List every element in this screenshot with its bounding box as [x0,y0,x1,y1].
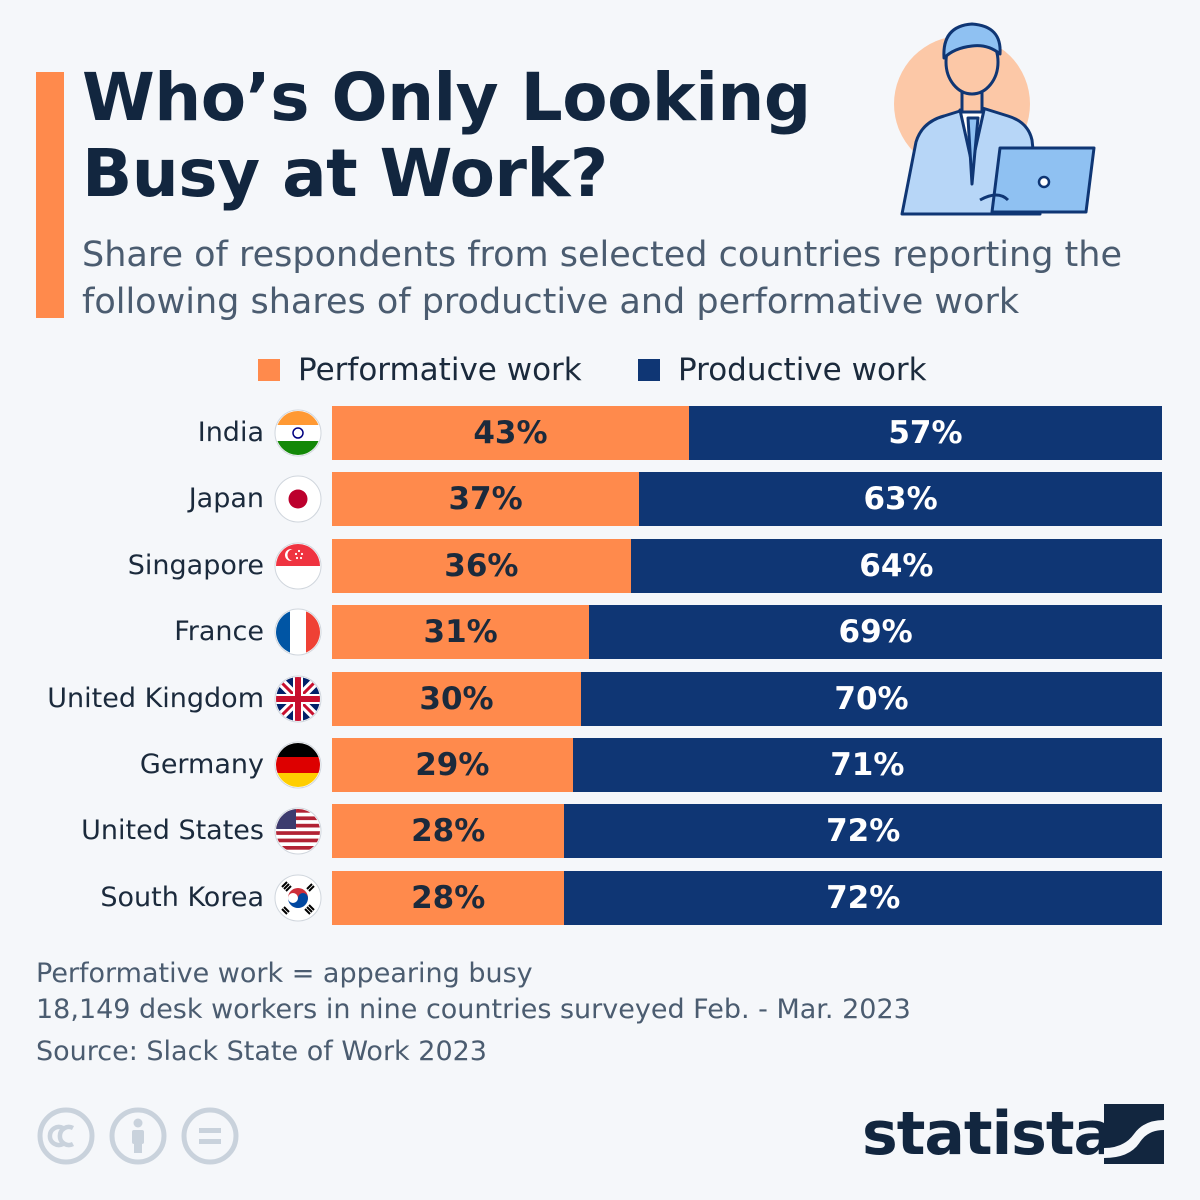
category-label: India [197,417,264,448]
bar-productive [564,870,1162,925]
flag-japan-icon [274,475,322,523]
data-label-productive: 69% [838,614,913,651]
category-label: United Kingdom [47,682,264,714]
bar-performative [332,738,573,792]
data-label-productive: 72% [826,879,901,916]
cc-icon [37,1107,95,1165]
note-survey: 18,149 desk workers in nine countries su… [36,994,911,1025]
chart-subtitle: Share of respondents from selected count… [82,235,1122,322]
category-label: United States [81,815,264,847]
statista-wordmark: statista [862,1099,1114,1169]
category-label: Japan [188,483,264,515]
bar-productive [572,738,1162,792]
businessman-laptop-illustration [894,22,1096,216]
data-label-performative: 36% [444,547,519,584]
legend-item-performative: Performative work [258,350,582,390]
bar-performative [332,472,640,527]
data-label-productive: 71% [830,747,905,783]
data-label-performative: 29% [415,747,490,783]
legend-swatch-performative [258,359,280,381]
attribution-icon [109,1107,167,1165]
bar-performative [332,671,581,726]
data-label-performative: 30% [419,680,494,717]
data-label-performative: 28% [411,813,486,850]
data-label-productive: 72% [826,813,901,850]
data-label-productive: 57% [888,415,963,451]
statista-mark-icon [1104,1104,1164,1164]
data-label-performative: 43% [473,415,548,451]
statista-logo[interactable]: statista [862,1098,1172,1170]
legend-label-productive: Productive work [678,352,927,388]
legend-swatch-productive [638,359,660,381]
license-icons [37,1107,239,1165]
chart-title: Who’s Only Looking Busy at Work? [82,59,811,212]
flag-france-icon [274,608,322,656]
bar-productive [688,406,1162,460]
legend-label-performative: Performative work [298,352,582,388]
bar-performative [332,538,631,593]
category-label: South Korea [100,881,264,913]
category-label: Germany [139,749,264,780]
data-label-performative: 37% [448,481,523,518]
flag-south-korea-icon [274,874,322,922]
category-label: Singapore [127,549,264,581]
note-source: Source: Slack State of Work 2023 [36,1036,487,1067]
flag-usa-icon [274,807,322,855]
flag-germany-icon [274,741,322,789]
title-accent-bar [36,72,64,318]
bar-productive [589,605,1162,660]
bar-performative [332,406,689,460]
legend-item-productive: Productive work [638,350,927,390]
note-definition: Performative work = appearing busy [36,958,533,989]
bar-productive [581,671,1162,726]
bar-performative [332,870,565,925]
chart-legend: Performative work Productive work [0,350,1200,390]
bar-productive [564,804,1162,859]
data-label-productive: 70% [834,680,909,717]
data-label-performative: 31% [423,614,498,651]
bar-productive [630,538,1162,593]
no-derivatives-icon [181,1107,239,1165]
bar-performative [332,804,565,859]
data-label-productive: 63% [863,481,938,518]
flag-india-icon [274,409,322,457]
bar-performative [332,605,590,660]
flag-uk-icon [274,675,322,723]
bar-productive [639,472,1162,527]
data-label-productive: 64% [859,547,934,584]
flag-singapore-icon [274,542,322,590]
data-label-performative: 28% [411,879,486,916]
category-label: France [174,616,264,648]
